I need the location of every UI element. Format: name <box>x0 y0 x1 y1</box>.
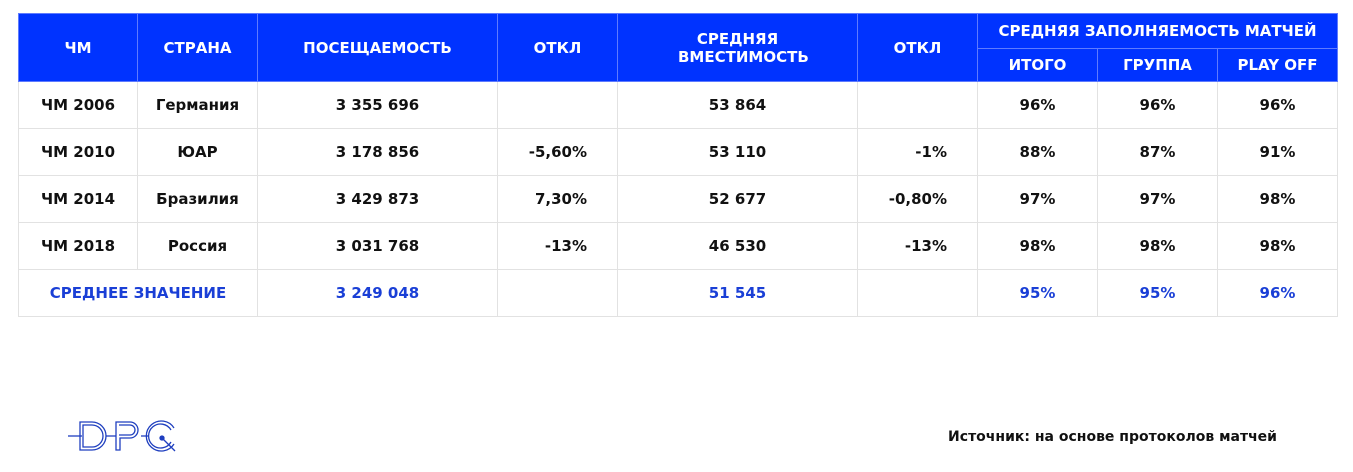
cell-capacity: 46 530 <box>617 222 858 270</box>
table-row: ЧМ 2014 Бразилия 3 429 873 7,30% 52 677 -0,80… <box>18 175 1339 223</box>
avg-empty <box>497 269 618 317</box>
cell-capacity: 52 677 <box>617 175 858 223</box>
cell-playoff: 98% <box>1216 222 1339 270</box>
cell-attendance: 3 429 873 <box>257 175 498 223</box>
cell-dev1: 7,30% <box>497 175 618 223</box>
cell-total: 97% <box>977 175 1098 223</box>
cell-dev2: -13% <box>857 222 978 270</box>
avg-total: 95% <box>977 269 1098 317</box>
avg-capacity: 51 545 <box>617 269 858 317</box>
col-dev1: ОТКЛ <box>497 13 618 82</box>
avg-group: 95% <box>1097 269 1218 317</box>
cell-country: Германия <box>137 81 258 129</box>
cell-group: 97% <box>1097 175 1218 223</box>
source-note: Источник: на основе протоколов матчей <box>948 429 1277 445</box>
cell-group: 87% <box>1097 128 1218 176</box>
cell-playoff: 98% <box>1216 175 1339 223</box>
cell-wc: ЧМ 2006 <box>18 81 138 129</box>
avg-empty <box>857 269 978 317</box>
cell-attendance: 3 355 696 <box>257 81 498 129</box>
col-playoff: PLAY OFF <box>1216 48 1339 82</box>
cell-playoff: 96% <box>1216 81 1339 129</box>
cell-capacity: 53 110 <box>617 128 858 176</box>
col-attendance: ПОСЕЩАЕМОСТЬ <box>257 13 498 82</box>
col-country: СТРАНА <box>137 13 258 82</box>
cell-wc: ЧМ 2018 <box>18 222 138 270</box>
table-row: ЧМ 2018 Россия 3 031 768 -13% 46 530 -13% 98% 9… <box>18 222 1339 270</box>
cell-country: Россия <box>137 222 258 270</box>
col-capacity: СРЕДНЯЯ ВМЕСТИМОСТЬ <box>617 13 858 82</box>
cell-wc: ЧМ 2010 <box>18 128 138 176</box>
avg-label: СРЕДНЕЕ ЗНАЧЕНИЕ <box>18 269 258 317</box>
table-row: ЧМ 2006 Германия 3 355 696 53 864 96% 96% 96% <box>18 81 1339 129</box>
cell-dev1: -13% <box>497 222 618 270</box>
world-cup-attendance-table: ЧМ СТРАНА ПОСЕЩАЕМОСТЬ ОТКЛ СРЕДНЯЯ ВМЕС… <box>18 13 1339 317</box>
cell-total: 98% <box>977 222 1098 270</box>
avg-playoff: 96% <box>1216 269 1339 317</box>
col-total: ИТОГО <box>977 48 1098 82</box>
cell-total: 96% <box>977 81 1098 129</box>
dpg-logo <box>68 420 176 452</box>
average-row: СРЕДНЕЕ ЗНАЧЕНИЕ 3 249 048 51 545 95% 95% 96% <box>18 269 1339 317</box>
cell-group: 96% <box>1097 81 1218 129</box>
cell-capacity: 53 864 <box>617 81 858 129</box>
cell-attendance: 3 031 768 <box>257 222 498 270</box>
cell-total: 88% <box>977 128 1098 176</box>
table-row: ЧМ 2010 ЮАР 3 178 856 -5,60% 53 110 -1% 88% 87%… <box>18 128 1339 176</box>
cell-group: 98% <box>1097 222 1218 270</box>
cell-dev2: -1% <box>857 128 978 176</box>
cell-country: Бразилия <box>137 175 258 223</box>
cell-wc: ЧМ 2014 <box>18 175 138 223</box>
col-wc: ЧМ <box>18 13 138 82</box>
col-dev2: ОТКЛ <box>857 13 978 82</box>
cell-dev1 <box>497 81 618 129</box>
cell-playoff: 91% <box>1216 128 1339 176</box>
cell-country: ЮАР <box>137 128 258 176</box>
cell-dev1: -5,60% <box>497 128 618 176</box>
col-group: ГРУППА <box>1097 48 1218 82</box>
cell-dev2: -0,80% <box>857 175 978 223</box>
col-fill-group: СРЕДНЯЯ ЗАПОЛНЯЕМОСТЬ МАТЧЕЙ <box>976 13 1339 49</box>
cell-dev2 <box>857 81 978 129</box>
avg-attendance: 3 249 048 <box>257 269 498 317</box>
cell-attendance: 3 178 856 <box>257 128 498 176</box>
